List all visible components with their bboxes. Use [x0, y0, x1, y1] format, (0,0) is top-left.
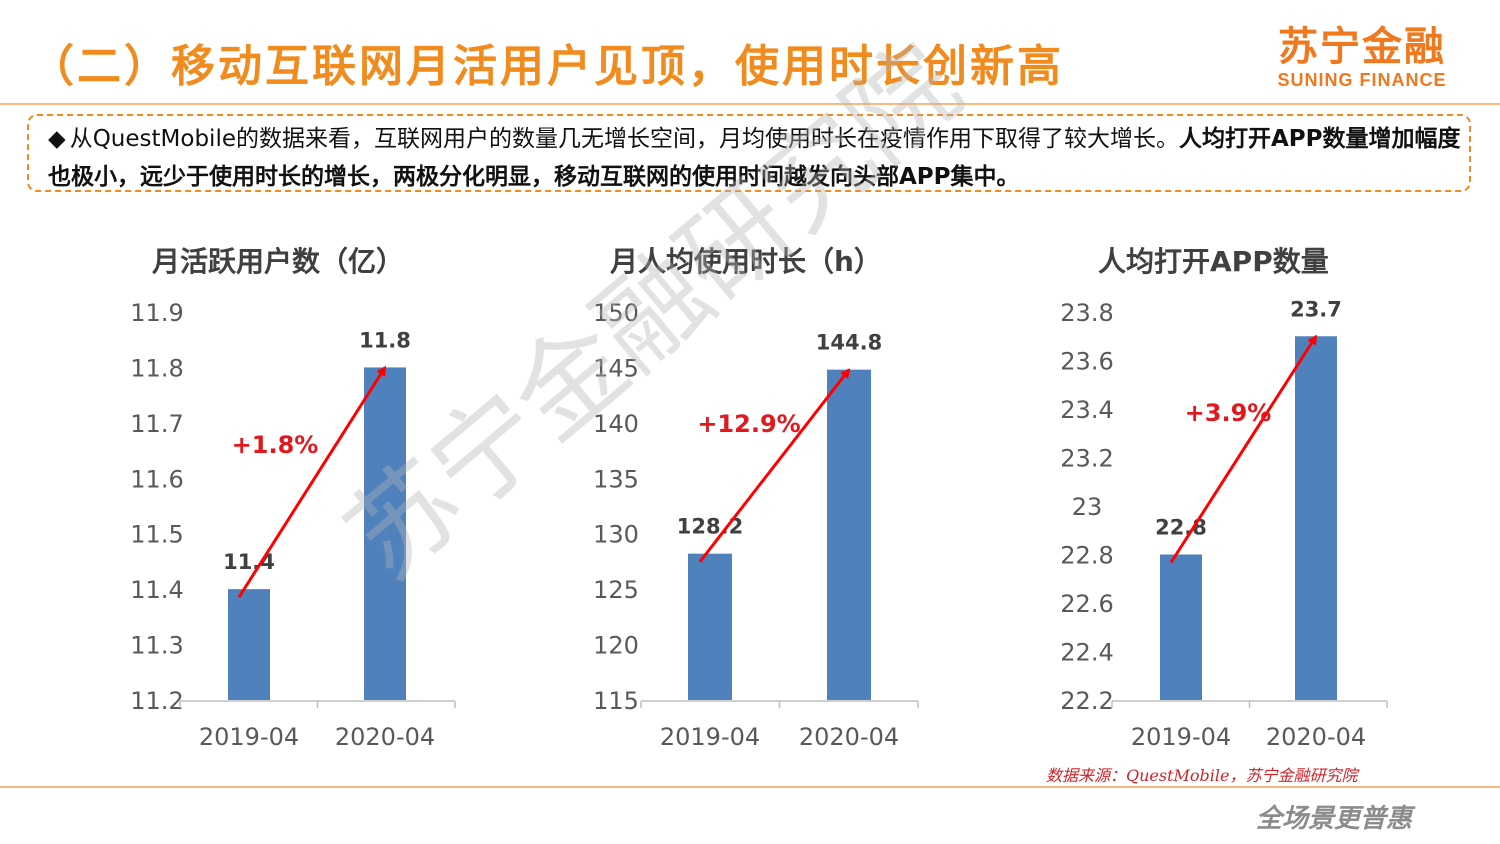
- growth-label: +1.8%: [232, 431, 319, 459]
- suning-finance-logo: 苏宁金融 SUNING FINANCE: [1262, 24, 1462, 90]
- y-tick-label: 23.6: [1060, 348, 1113, 376]
- slogan: 全场景更普惠: [1256, 804, 1413, 834]
- y-tick-label: 11.4: [130, 576, 183, 604]
- bar: [1160, 554, 1202, 700]
- data-label: 144.8: [816, 331, 882, 355]
- x-category-label: 2019-04: [660, 723, 760, 751]
- y-tick-label: 115: [593, 687, 639, 715]
- y-tick-label: 11.7: [130, 410, 183, 438]
- y-tick-label: 11.2: [130, 687, 183, 715]
- y-tick-label: 135: [593, 465, 639, 493]
- bar: [827, 369, 871, 700]
- chart-title-app-count: 人均打开APP数量: [1098, 245, 1329, 278]
- y-tick-label: 22.4: [1060, 639, 1113, 667]
- growth-label: +3.9%: [1185, 399, 1272, 427]
- y-tick-label: 125: [593, 576, 639, 604]
- y-tick-label: 23: [1072, 493, 1103, 521]
- logo-cn-text: 苏宁金融: [1278, 24, 1446, 70]
- logo-en-text: SUNING FINANCE: [1277, 70, 1447, 90]
- y-tick-label: 11.3: [130, 632, 183, 660]
- chart-title-mau: 月活跃用户数（亿）: [152, 245, 405, 278]
- header-divider: [0, 103, 1500, 105]
- y-tick-label: 23.8: [1060, 299, 1113, 327]
- growth-arrow: [237, 365, 387, 598]
- y-tick-label: 11.9: [130, 299, 183, 327]
- x-category-label: 2019-04: [199, 723, 299, 751]
- summary-normal: 从QuestMobile的数据来看，互联网用户的数量几无增长空间，月均使用时长在…: [69, 126, 1179, 152]
- y-tick-label: 130: [593, 521, 639, 549]
- page-title: （二）移动互联网月活用户见顶，使用时长创新高: [30, 41, 1064, 92]
- chart-title-usage-time: 月人均使用时长（h）: [610, 245, 882, 278]
- data-source: 数据来源：QuestMobile，苏宁金融研究院: [1046, 766, 1358, 785]
- y-tick-label: 11.6: [130, 465, 183, 493]
- bar: [364, 367, 406, 700]
- y-tick-label: 120: [593, 632, 639, 660]
- y-tick-label: 145: [593, 354, 639, 382]
- bar: [1295, 336, 1337, 700]
- y-tick-label: 11.5: [130, 521, 183, 549]
- y-tick-label: 22.8: [1060, 542, 1113, 570]
- x-category-label: 2019-04: [1131, 723, 1231, 751]
- summary-box: [27, 114, 1471, 192]
- data-label: 11.8: [359, 328, 411, 352]
- y-tick-label: 11.8: [130, 354, 183, 382]
- bar: [688, 553, 732, 700]
- y-tick-label: 22.2: [1060, 687, 1113, 715]
- x-category-label: 2020-04: [1266, 723, 1366, 751]
- summary-text: ◆ 从QuestMobile的数据来看，互联网用户的数量几无增长空间，月均使用时长…: [48, 120, 1464, 196]
- data-label: 23.7: [1290, 297, 1342, 321]
- y-tick-label: 22.6: [1060, 590, 1113, 618]
- diamond-bullet-icon: ◆: [48, 126, 66, 152]
- x-category-label: 2020-04: [335, 723, 435, 751]
- x-category-label: 2020-04: [799, 723, 899, 751]
- bar: [228, 589, 270, 700]
- footer-divider: [0, 786, 1500, 788]
- growth-arrow: [1169, 334, 1318, 564]
- growth-label: +12.9%: [697, 410, 800, 438]
- y-tick-label: 23.4: [1060, 396, 1113, 424]
- y-tick-label: 150: [593, 299, 639, 327]
- y-tick-label: 140: [593, 410, 639, 438]
- growth-arrow: [698, 368, 851, 563]
- summary-bold: 人均打开APP数量增加幅度也极小，远少于使用时长的增长，两极分化明显，移动互联网…: [48, 126, 1461, 190]
- y-tick-label: 23.2: [1060, 445, 1113, 473]
